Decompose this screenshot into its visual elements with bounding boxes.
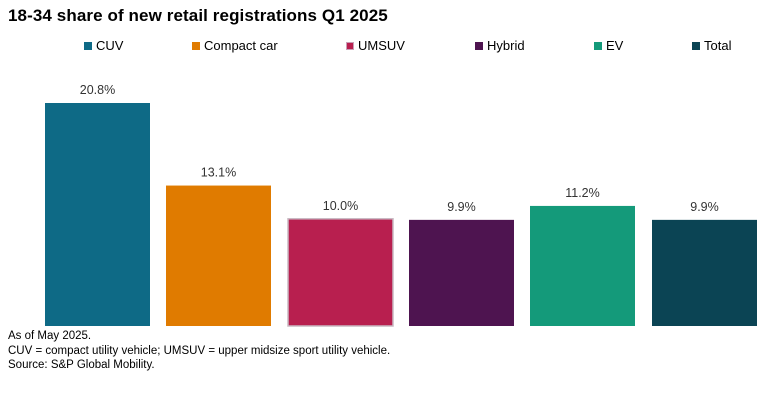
- bar-ev: [530, 205, 635, 326]
- legend-item-ev: EV: [594, 38, 623, 53]
- legend-label: Total: [704, 38, 732, 53]
- footnote-abbreviations: CUV = compact utility vehicle; UMSUV = u…: [8, 344, 391, 357]
- legend-label: UMSUV: [358, 38, 405, 53]
- legend-item-cuv: CUV: [84, 38, 123, 53]
- chart-title: 18-34 share of new retail registrations …: [8, 6, 388, 25]
- bar-cuv: [45, 103, 150, 326]
- footnotes: As of May 2025. CUV = compact utility ve…: [8, 329, 390, 373]
- bar-hybrid: [409, 219, 514, 326]
- legend-swatch: [692, 41, 700, 50]
- chart-legend: CUV Compact car UMSUV Hybrid EV Total: [0, 38, 764, 54]
- data-label: 13.1%: [201, 166, 236, 180]
- legend-swatch: [475, 41, 483, 50]
- legend-item-hybrid: Hybrid: [475, 38, 525, 53]
- legend-swatch: [84, 41, 92, 50]
- data-label: 10.0%: [323, 199, 358, 213]
- legend-swatch: [192, 41, 200, 50]
- data-label: 20.8%: [80, 83, 115, 97]
- bar-compact-car: [166, 185, 271, 326]
- legend-item-total: Total: [692, 38, 731, 53]
- footnote-date: As of May 2025.: [8, 330, 92, 342]
- footnote-source: Source: S&P Global Mobility.: [8, 359, 155, 371]
- legend-label: CUV: [96, 38, 124, 53]
- bar-total: [652, 219, 757, 326]
- data-label: 9.9%: [690, 200, 719, 214]
- data-label: 11.2%: [565, 186, 600, 200]
- legend-swatch: [346, 41, 354, 50]
- data-label: 9.9%: [447, 200, 476, 214]
- legend-item-compact-car: Compact car: [192, 38, 278, 53]
- legend-label: Compact car: [204, 38, 278, 53]
- legend-item-umsuv: UMSUV: [346, 38, 405, 53]
- legend-label: EV: [606, 38, 624, 53]
- bar-umsuv: [287, 218, 394, 327]
- legend-swatch: [594, 41, 602, 50]
- legend-label: Hybrid: [487, 38, 525, 53]
